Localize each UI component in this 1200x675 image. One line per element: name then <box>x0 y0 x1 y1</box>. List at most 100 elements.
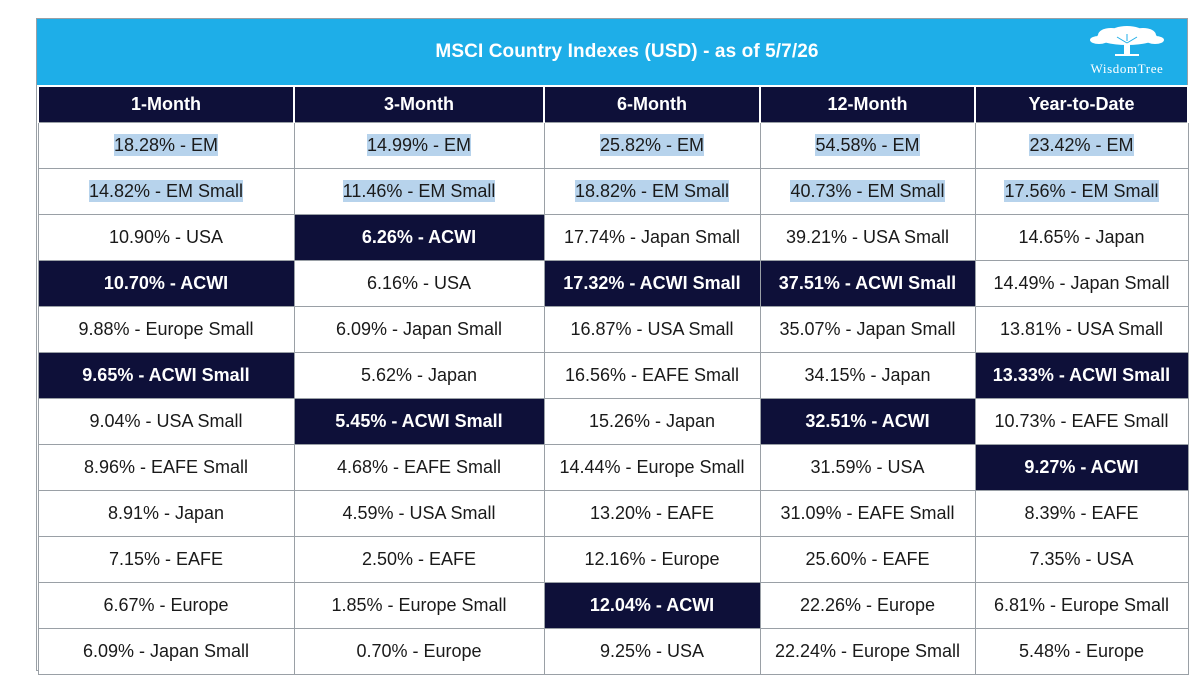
cell-value: 5.45% - ACWI Small <box>335 411 503 431</box>
cell-value: 9.25% - USA <box>599 641 705 661</box>
cell-value: 6.09% - Japan Small <box>335 319 503 339</box>
cell-value: 54.58% - EM <box>815 134 920 156</box>
cell-value: 10.73% - EAFE Small <box>994 411 1169 431</box>
cell-value: 7.35% - USA <box>1029 549 1134 569</box>
wisdomtree-logo: WisdomTree <box>1079 25 1175 79</box>
table-cell: 1.85% - Europe Small <box>293 582 545 629</box>
table-cell: 23.42% - EM <box>974 122 1189 169</box>
cell-value: 13.81% - USA Small <box>999 319 1164 339</box>
table-row: 6.09% - Japan Small 0.70% - Europe 9.25% -… <box>37 628 1189 675</box>
cell-value: 5.62% - Japan <box>360 365 478 385</box>
cell-value: 31.59% - USA <box>810 457 925 477</box>
returns-table: 1-Month 3-Month 6-Month 12-Month Year-to… <box>37 85 1189 675</box>
table-cell: 7.35% - USA <box>974 536 1189 583</box>
cell-value: 17.56% - EM Small <box>1004 180 1159 202</box>
table-cell: 7.15% - EAFE <box>37 536 295 583</box>
cell-value: 22.24% - Europe Small <box>774 641 961 661</box>
cell-value: 14.99% - EM <box>366 134 472 156</box>
table-cell: 34.15% - Japan <box>759 352 976 399</box>
cell-value: 11.46% - EM Small <box>342 180 496 202</box>
cell-value: 32.51% - ACWI <box>805 411 930 431</box>
table-row: 10.90% - USA 6.26% - ACWI 17.74% - Japan S… <box>37 214 1189 261</box>
cell-value: 18.28% - EM <box>113 134 219 156</box>
table-cell: 6.09% - Japan Small <box>293 306 545 353</box>
table-cell: 22.26% - Europe <box>759 582 976 629</box>
cell-value: 10.70% - ACWI <box>103 273 229 293</box>
table-row: 14.82% - EM Small 11.46% - EM Small 18.82%… <box>37 168 1189 215</box>
cell-value: 25.60% - EAFE <box>805 549 930 569</box>
cell-value: 4.59% - USA Small <box>342 503 496 523</box>
cell-value: 6.81% - Europe Small <box>993 595 1170 615</box>
page-title: MSCI Country Indexes (USD) - as of 5/7/2… <box>435 41 819 62</box>
table-cell: 14.44% - Europe Small <box>543 444 761 491</box>
table-cell: 9.65% - ACWI Small <box>37 352 295 399</box>
cell-value: 14.65% - Japan <box>1018 227 1145 247</box>
table-row: 8.96% - EAFE Small 4.68% - EAFE Small 14.4… <box>37 444 1189 491</box>
cell-value: 35.07% - Japan Small <box>779 319 956 339</box>
table-cell: 31.59% - USA <box>759 444 976 491</box>
table-cell: 14.99% - EM <box>293 122 545 169</box>
cell-value: 1.85% - Europe Small <box>331 595 507 615</box>
cell-value: 13.20% - EAFE <box>589 503 715 523</box>
cell-value: 0.70% - Europe <box>356 641 482 661</box>
table-cell: 16.56% - EAFE Small <box>543 352 761 399</box>
cell-value: 4.68% - EAFE Small <box>336 457 502 477</box>
table-cell: 17.74% - Japan Small <box>543 214 761 261</box>
cell-value: 14.49% - Japan Small <box>993 273 1170 293</box>
cell-value: 9.65% - ACWI Small <box>82 365 250 385</box>
table-cell: 39.21% - USA Small <box>759 214 976 261</box>
table-row: 9.65% - ACWI Small 5.62% - Japan 16.56% - … <box>37 352 1189 399</box>
table-cell: 2.50% - EAFE <box>293 536 545 583</box>
table-cell: 15.26% - Japan <box>543 398 761 445</box>
table-cell: 14.65% - Japan <box>974 214 1189 261</box>
cell-value: 8.96% - EAFE Small <box>83 457 249 477</box>
table-row: 18.28% - EM 14.99% - EM 25.82% - EM 54.58% … <box>37 122 1189 169</box>
table-cell: 22.24% - Europe Small <box>759 628 976 675</box>
table-cell: 12.16% - Europe <box>543 536 761 583</box>
table-cell: 31.09% - EAFE Small <box>759 490 976 537</box>
table-cell: 18.28% - EM <box>37 122 295 169</box>
table-cell: 5.62% - Japan <box>293 352 545 399</box>
table-cell: 4.68% - EAFE Small <box>293 444 545 491</box>
cell-value: 23.42% - EM <box>1029 134 1134 156</box>
table-cell: 6.16% - USA <box>293 260 545 307</box>
cell-value: 16.56% - EAFE Small <box>564 365 740 385</box>
cell-value: 9.88% - Europe Small <box>78 319 254 339</box>
table-cell: 8.39% - EAFE <box>974 490 1189 537</box>
table-cell: 9.27% - ACWI <box>974 444 1189 491</box>
cell-value: 9.27% - ACWI <box>1024 457 1139 477</box>
table-row: 7.15% - EAFE 2.50% - EAFE 12.16% - Europe 2… <box>37 536 1189 583</box>
table-cell: 13.33% - ACWI Small <box>974 352 1189 399</box>
table-row: 10.70% - ACWI 6.16% - USA 17.32% - ACWI Sm… <box>37 260 1189 307</box>
title-bar: MSCI Country Indexes (USD) - as of 5/7/2… <box>37 19 1187 85</box>
table-cell: 10.90% - USA <box>37 214 295 261</box>
column-header: 6-Month <box>543 85 761 123</box>
table-cell: 6.09% - Japan Small <box>37 628 295 675</box>
column-header: 3-Month <box>293 85 545 123</box>
cell-value: 18.82% - EM Small <box>574 180 730 202</box>
table-cell: 54.58% - EM <box>759 122 976 169</box>
table-cell: 8.91% - Japan <box>37 490 295 537</box>
table-cell: 9.25% - USA <box>543 628 761 675</box>
cell-value: 6.67% - Europe <box>103 595 229 615</box>
table-cell: 0.70% - Europe <box>293 628 545 675</box>
tree-icon <box>1090 26 1164 56</box>
table-cell: 5.48% - Europe <box>974 628 1189 675</box>
cell-value: 12.04% - ACWI <box>589 595 715 615</box>
table-cell: 17.56% - EM Small <box>974 168 1189 215</box>
table-cell: 25.60% - EAFE <box>759 536 976 583</box>
table-cell: 4.59% - USA Small <box>293 490 545 537</box>
table-cell: 17.32% - ACWI Small <box>543 260 761 307</box>
header-row: 1-Month 3-Month 6-Month 12-Month Year-to… <box>37 85 1189 123</box>
cell-value: 34.15% - Japan <box>804 365 931 385</box>
cell-value: 5.48% - Europe <box>1018 641 1145 661</box>
index-returns-panel: MSCI Country Indexes (USD) - as of 5/7/2… <box>36 18 1189 675</box>
cell-value: 10.90% - USA <box>108 227 224 247</box>
table-cell: 13.81% - USA Small <box>974 306 1189 353</box>
cell-value: 40.73% - EM Small <box>790 180 945 202</box>
logo-text: WisdomTree <box>1090 61 1164 76</box>
table-cell: 9.88% - Europe Small <box>37 306 295 353</box>
cell-value: 15.26% - Japan <box>588 411 716 431</box>
cell-value: 16.87% - USA Small <box>570 319 734 339</box>
cell-value: 6.26% - ACWI <box>361 227 477 247</box>
